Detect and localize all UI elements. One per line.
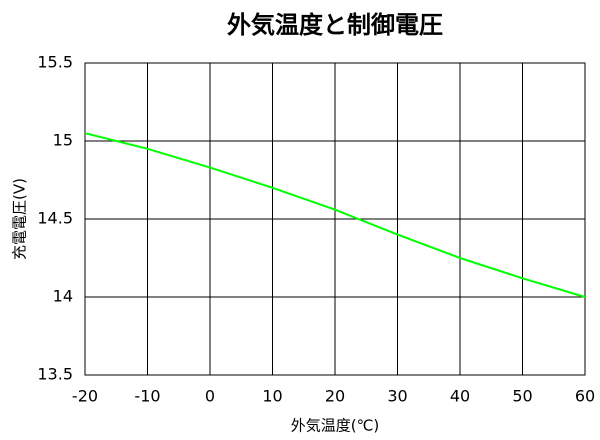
x-tick-label: 40 bbox=[450, 387, 470, 406]
x-tick-label: 30 bbox=[387, 387, 407, 406]
y-axis-label: 充電電圧(V) bbox=[11, 178, 29, 260]
x-tick-label: -20 bbox=[72, 387, 98, 406]
plot-border bbox=[84, 62, 586, 376]
y-tick-label: 15.5 bbox=[37, 53, 73, 72]
x-tick-label: 0 bbox=[205, 387, 215, 406]
chart-title: 外気温度と制御電圧 bbox=[227, 11, 443, 39]
x-tick-label: -10 bbox=[134, 387, 160, 406]
x-tick-label: 10 bbox=[262, 387, 282, 406]
x-tick-label: 20 bbox=[325, 387, 345, 406]
x-axis-label: 外気温度(℃) bbox=[291, 417, 380, 435]
y-tick-label: 15 bbox=[53, 131, 73, 150]
y-tick-label: 14 bbox=[53, 287, 73, 306]
x-tick-label: 60 bbox=[575, 387, 595, 406]
y-tick-label: 13.5 bbox=[37, 365, 73, 384]
data-line bbox=[84, 132, 586, 298]
y-tick-label: 14.5 bbox=[37, 209, 73, 228]
x-tick-label: 50 bbox=[512, 387, 532, 406]
